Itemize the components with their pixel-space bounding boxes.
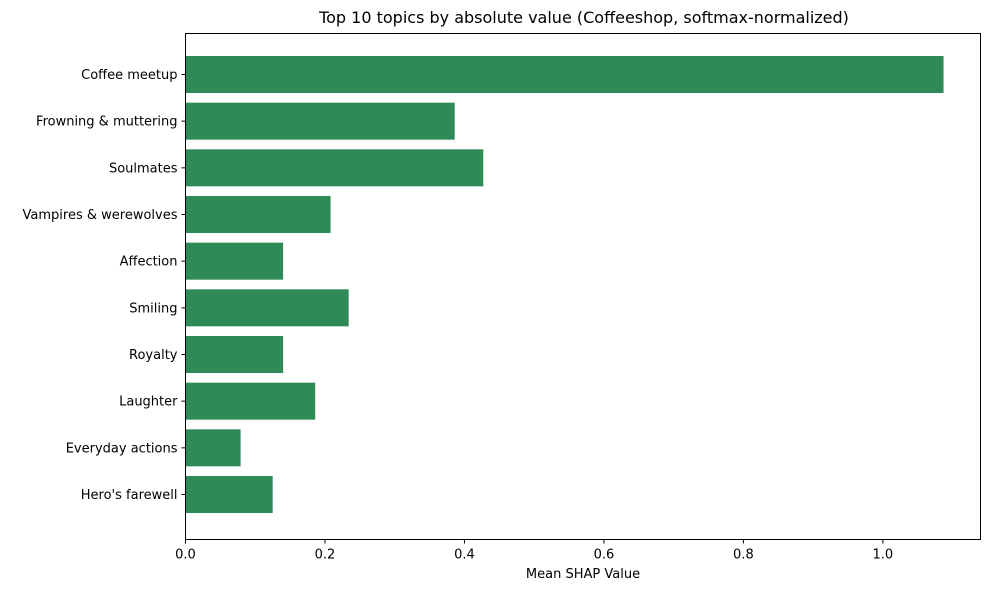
y-tick-label-smiling: Smiling bbox=[129, 301, 177, 316]
y-tick-label-hero-s-farewell: Hero's farewell bbox=[81, 488, 178, 503]
y-tick-label-everyday-actions: Everyday actions bbox=[66, 441, 178, 456]
bar-vampires-werewolves bbox=[185, 196, 331, 233]
y-tick-label-laughter: Laughter bbox=[119, 395, 178, 410]
bar-royalty bbox=[185, 336, 284, 373]
bars-group bbox=[185, 56, 944, 513]
y-tick-label-affection: Affection bbox=[120, 255, 178, 270]
bar-hero-s-farewell bbox=[185, 476, 273, 513]
y-tick-label-coffee-meetup: Coffee meetup bbox=[81, 68, 177, 83]
x-tick-label: 0.8 bbox=[733, 548, 754, 563]
bar-laughter bbox=[185, 382, 316, 420]
x-tick-label: 0.2 bbox=[315, 548, 336, 563]
y-tick-label-frowning-muttering: Frowning & muttering bbox=[36, 115, 177, 130]
bar-coffee-meetup bbox=[185, 56, 944, 93]
bar-frowning-muttering bbox=[185, 102, 455, 140]
bar-soulmates bbox=[185, 149, 484, 187]
bar-smiling bbox=[185, 289, 349, 327]
x-tick-labels: 0.0 0.2 0.4 0.6 0.8 1.0 bbox=[175, 539, 894, 563]
bar-everyday-actions bbox=[185, 429, 241, 467]
x-tick-label: 0.0 bbox=[175, 548, 196, 563]
x-tick-label: 0.6 bbox=[594, 548, 615, 563]
y-tick-labels: Coffee meetup Frowning & muttering Soulmat… bbox=[23, 68, 186, 503]
plot-frame bbox=[185, 33, 981, 540]
x-tick-label: 1.0 bbox=[873, 548, 894, 563]
x-tick-label: 0.4 bbox=[454, 548, 475, 563]
chart-title: Top 10 topics by absolute value (Coffees… bbox=[318, 8, 849, 27]
bar-affection bbox=[185, 242, 284, 280]
y-tick-label-soulmates: Soulmates bbox=[109, 161, 178, 176]
y-tick-label-vampires-werewolves: Vampires & werewolves bbox=[23, 208, 178, 223]
y-tick-label-royalty: Royalty bbox=[129, 348, 178, 363]
x-axis-label: Mean SHAP Value bbox=[526, 567, 640, 582]
